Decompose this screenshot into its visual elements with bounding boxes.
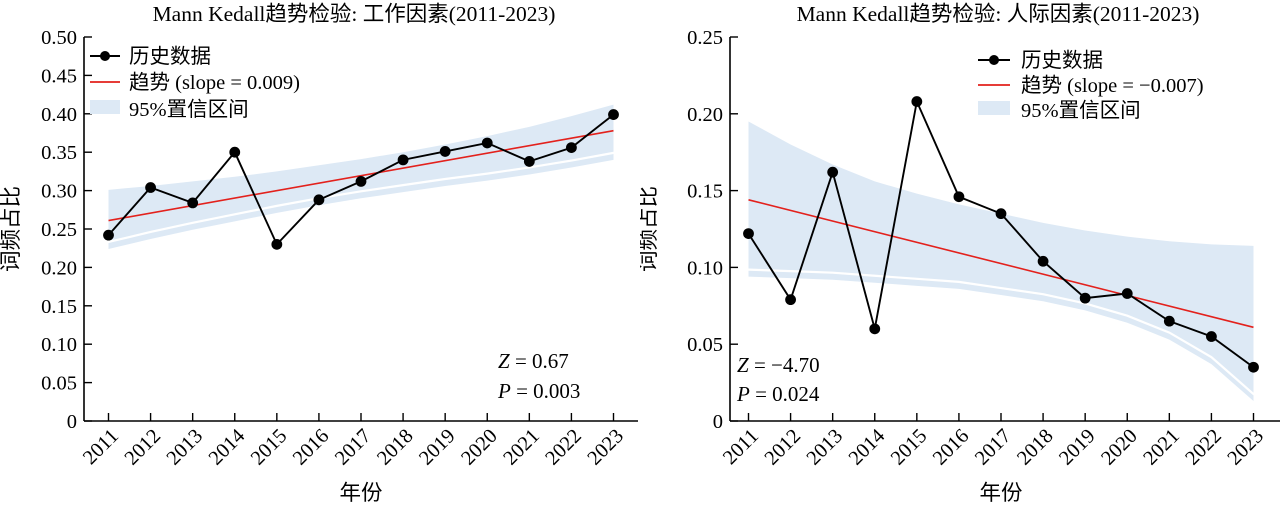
legend-trend-label: 趋势 (slope = 0.009) xyxy=(129,71,300,94)
data-point-2021 xyxy=(1163,315,1175,327)
x-tick-label: 2018 xyxy=(373,425,418,470)
y-tick-label: 0.25 xyxy=(41,219,77,241)
x-tick-label: 2016 xyxy=(929,425,974,470)
chart-work-factors-svg: 0 0.05 0.10 0.15 0.20 0.25 0.30 0.35 0.40 0.45 0.5… xyxy=(0,2,638,505)
y-tick-label: 0.45 xyxy=(41,65,77,87)
stat-p-value: P = 0.003 xyxy=(497,379,580,403)
y-tick-label: 0.10 xyxy=(687,257,723,279)
stat-z-value: Z = −4.70 xyxy=(737,353,820,377)
trend-line xyxy=(108,129,614,222)
data-point-2013 xyxy=(187,197,199,209)
data-point-2017 xyxy=(995,208,1007,220)
data-point-2019 xyxy=(439,146,451,157)
chart-title: Mann Kedall趋势检验: 工作因素(2011-2023) xyxy=(153,2,556,26)
x-tick-label: 2018 xyxy=(1013,425,1058,470)
data-point-2011 xyxy=(103,229,114,241)
y-tick-label: 0 xyxy=(713,411,723,433)
x-tick-label: 2012 xyxy=(761,425,806,470)
data-point-2018 xyxy=(397,154,409,166)
x-tick-label: 2022 xyxy=(541,425,586,470)
legend-history-label: 历史数据 xyxy=(1021,49,1103,72)
y-tick-label: 0.20 xyxy=(687,104,723,126)
legend-trend-label: 趋势 (slope = −0.007) xyxy=(1021,74,1204,97)
y-tick-label: 0.50 xyxy=(41,27,77,49)
x-tick-label: 2012 xyxy=(121,425,166,470)
data-point-2023 xyxy=(608,109,619,120)
x-tick-label: 2016 xyxy=(289,425,334,470)
x-tick-label: 2017 xyxy=(331,425,376,470)
data-point-2023 xyxy=(1248,361,1259,373)
x-tick-label: 2013 xyxy=(803,425,848,470)
x-tick-label: 2011 xyxy=(79,425,123,469)
legend-ci-label: 95%置信区间 xyxy=(1021,99,1141,122)
x-tick-label: 2023 xyxy=(583,425,628,470)
data-point-2012 xyxy=(145,182,156,193)
data-point-2020 xyxy=(1121,288,1133,299)
y-tick-label: 0.30 xyxy=(41,181,77,203)
x-tick-label: 2021 xyxy=(499,425,544,470)
data-point-2020 xyxy=(481,137,493,149)
x-tick-label: 2017 xyxy=(971,425,1016,470)
y-tick-label: 0.05 xyxy=(687,334,723,356)
data-point-2016 xyxy=(313,194,325,206)
data-point-2019 xyxy=(1079,292,1091,304)
x-tick-label: 2019 xyxy=(415,425,460,470)
data-point-2018 xyxy=(1037,255,1049,267)
stat-p-value: P = 0.024 xyxy=(736,382,820,406)
y-tick-label: 0.15 xyxy=(687,181,723,203)
x-tick-label: 2019 xyxy=(1055,425,1100,470)
x-axis-label: 年份 xyxy=(979,481,1022,505)
confidence-band xyxy=(748,121,1254,402)
data-point-2015 xyxy=(271,238,283,250)
y-tick-label: 0.15 xyxy=(41,296,77,318)
legend-history-marker-icon xyxy=(100,51,110,61)
data-point-2011 xyxy=(743,228,754,240)
data-point-2012 xyxy=(785,294,796,306)
data-point-2017 xyxy=(355,175,367,187)
chart-title: Mann Kedall趋势检验: 人际因素(2011-2023) xyxy=(797,2,1200,26)
data-point-2014 xyxy=(229,146,241,158)
data-point-2014 xyxy=(869,323,881,335)
data-point-2013 xyxy=(827,166,839,178)
x-tick-label: 2021 xyxy=(1139,425,1184,470)
band-seam xyxy=(107,151,615,244)
x-tick-label: 2020 xyxy=(457,425,502,470)
stat-z-value: Z = 0.67 xyxy=(498,349,569,373)
chart-work-factors: 0 0.05 0.10 0.15 0.20 0.25 0.30 0.35 0.40 0.45 0.5… xyxy=(0,2,638,505)
data-point-2022 xyxy=(566,142,577,153)
legend-history-marker-icon xyxy=(989,55,999,65)
legend-history-label: 历史数据 xyxy=(129,45,211,68)
y-tick-label: 0.25 xyxy=(687,27,723,49)
y-tick-label: 0.10 xyxy=(41,334,77,356)
chart-interpersonal-factors-svg: 00.050.100.150.200.252011201220132014201… xyxy=(640,2,1280,505)
x-tick-label: 2015 xyxy=(887,425,932,470)
x-tick-label: 2023 xyxy=(1223,425,1268,470)
legend-ci-patch-icon xyxy=(978,101,1010,115)
data-point-2022 xyxy=(1206,331,1217,342)
x-tick-label: 2022 xyxy=(1181,425,1226,470)
x-axis-label: 年份 xyxy=(339,481,382,505)
chart-interpersonal-factors: 0 0.05 0.10 0.15 0.20 0.25 2011 2012 2013 2014 201… xyxy=(640,0,1280,514)
y-tick-label: 0 xyxy=(67,411,77,433)
x-tick-label: 2020 xyxy=(1097,425,1142,470)
y-axis-label: 词频占比 xyxy=(0,186,23,272)
y-tick-label: 0.20 xyxy=(41,257,77,279)
x-tick-label: 2013 xyxy=(163,425,208,470)
legend-ci-patch-icon xyxy=(90,100,120,114)
y-axis-label: 词频占比 xyxy=(640,186,660,272)
x-tick-label: 2014 xyxy=(845,425,890,470)
band-seam xyxy=(747,268,1255,396)
x-tick-label: 2015 xyxy=(247,425,292,470)
y-tick-label: 0.05 xyxy=(41,373,77,395)
y-tick-label: 0.35 xyxy=(41,142,77,164)
data-point-2021 xyxy=(523,156,535,167)
y-tick-label: 0.40 xyxy=(41,104,77,126)
x-tick-label: 2011 xyxy=(719,425,763,469)
data-point-2015 xyxy=(911,96,923,107)
x-tick-label: 2014 xyxy=(205,425,250,470)
legend-ci-label: 95%置信区间 xyxy=(129,98,249,121)
data-point-2016 xyxy=(953,191,965,203)
trend-line xyxy=(748,199,1254,329)
